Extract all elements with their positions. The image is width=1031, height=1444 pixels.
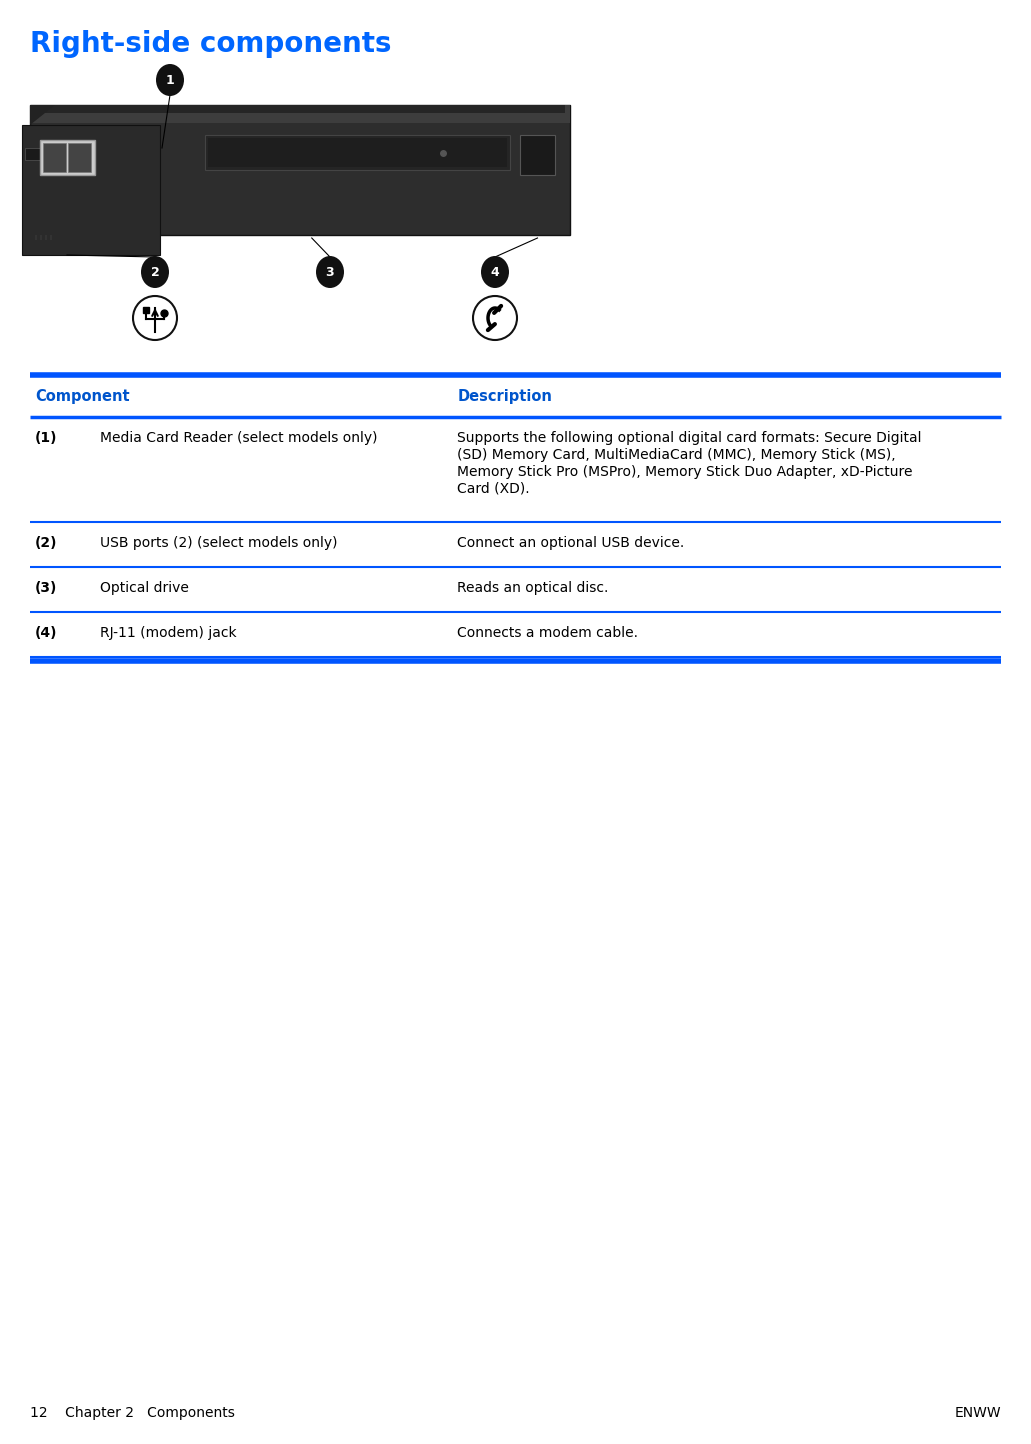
- Text: Connects a modem cable.: Connects a modem cable.: [458, 627, 638, 640]
- Text: Memory Stick Pro (MSPro), Memory Stick Duo Adapter, xD-Picture: Memory Stick Pro (MSPro), Memory Stick D…: [458, 465, 912, 479]
- Text: Media Card Reader (select models only): Media Card Reader (select models only): [100, 430, 377, 445]
- Text: Supports the following optional digital card formats: Secure Digital: Supports the following optional digital …: [458, 430, 922, 445]
- Text: Optical drive: Optical drive: [100, 580, 189, 595]
- Text: 1: 1: [166, 74, 174, 87]
- Bar: [45, 235, 47, 240]
- Bar: [205, 134, 510, 170]
- Text: Card (XD).: Card (XD).: [458, 482, 530, 495]
- Text: Connect an optional USB device.: Connect an optional USB device.: [458, 536, 685, 550]
- Bar: [30, 105, 570, 123]
- Text: (1): (1): [35, 430, 58, 445]
- Bar: [49, 235, 52, 240]
- Text: 12    Chapter 2   Components: 12 Chapter 2 Components: [30, 1406, 235, 1419]
- Ellipse shape: [315, 256, 344, 287]
- Bar: [25, 147, 47, 160]
- Ellipse shape: [481, 256, 509, 287]
- Bar: [68, 143, 91, 172]
- Text: (2): (2): [35, 536, 58, 550]
- Text: ENWW: ENWW: [955, 1406, 1001, 1419]
- Ellipse shape: [141, 256, 169, 287]
- Text: Right-side components: Right-side components: [30, 30, 392, 58]
- Text: (3): (3): [35, 580, 58, 595]
- Bar: [30, 105, 570, 235]
- Text: (SD) Memory Card, MultiMediaCard (MMC), Memory Stick (MS),: (SD) Memory Card, MultiMediaCard (MMC), …: [458, 448, 896, 462]
- Text: 3: 3: [326, 266, 334, 279]
- Polygon shape: [30, 105, 55, 126]
- Text: Reads an optical disc.: Reads an optical disc.: [458, 580, 608, 595]
- Bar: [22, 126, 160, 256]
- Circle shape: [133, 296, 177, 339]
- Bar: [35, 235, 37, 240]
- Text: 2: 2: [151, 266, 160, 279]
- Text: USB ports (2) (select models only): USB ports (2) (select models only): [100, 536, 337, 550]
- Circle shape: [473, 296, 517, 339]
- Bar: [43, 143, 66, 172]
- Bar: [208, 139, 507, 168]
- Text: 4: 4: [491, 266, 499, 279]
- Text: Description: Description: [458, 390, 553, 404]
- Bar: [520, 134, 555, 175]
- Text: RJ-11 (modem) jack: RJ-11 (modem) jack: [100, 627, 237, 640]
- Text: (4): (4): [35, 627, 58, 640]
- Bar: [40, 235, 42, 240]
- Bar: [35, 105, 565, 113]
- Text: Component: Component: [35, 390, 130, 404]
- Bar: [40, 140, 95, 175]
- Ellipse shape: [156, 64, 184, 95]
